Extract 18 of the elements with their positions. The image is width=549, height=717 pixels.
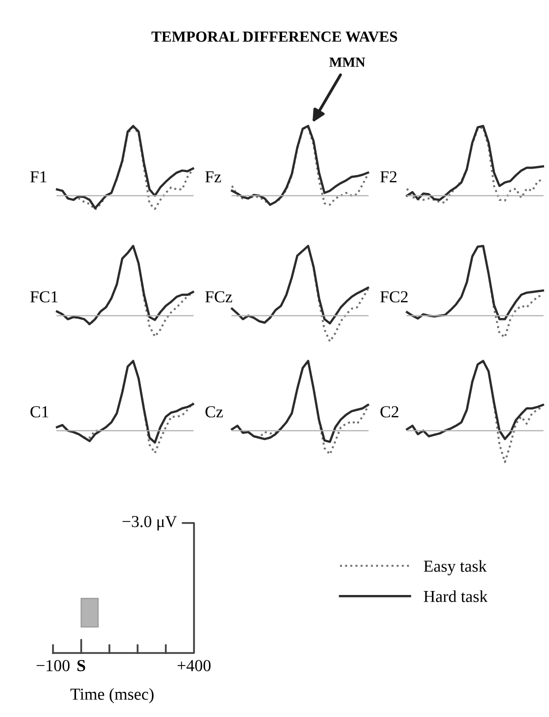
text: Time (msec) [70, 688, 154, 704]
text: S [77, 660, 86, 672]
text: +400 [178, 660, 211, 672]
text: FCz [205, 291, 232, 302]
text: −100 [36, 660, 70, 672]
text: C1 [30, 406, 48, 418]
text: MMN [329, 58, 366, 67]
text: Fz [205, 171, 222, 182]
text: TEMPORAL DIFFERENCE WAVES [151, 32, 398, 42]
text: C2 [380, 406, 398, 418]
text: FC1 [30, 291, 58, 302]
legend-label: Hard task [424, 590, 488, 602]
legend-label: Easy task [424, 560, 487, 576]
text: F1 [30, 171, 46, 182]
text: −3.0 μV [122, 516, 177, 531]
text: Cz [205, 406, 223, 418]
text: F2 [380, 171, 396, 182]
text: FC2 [380, 291, 408, 302]
